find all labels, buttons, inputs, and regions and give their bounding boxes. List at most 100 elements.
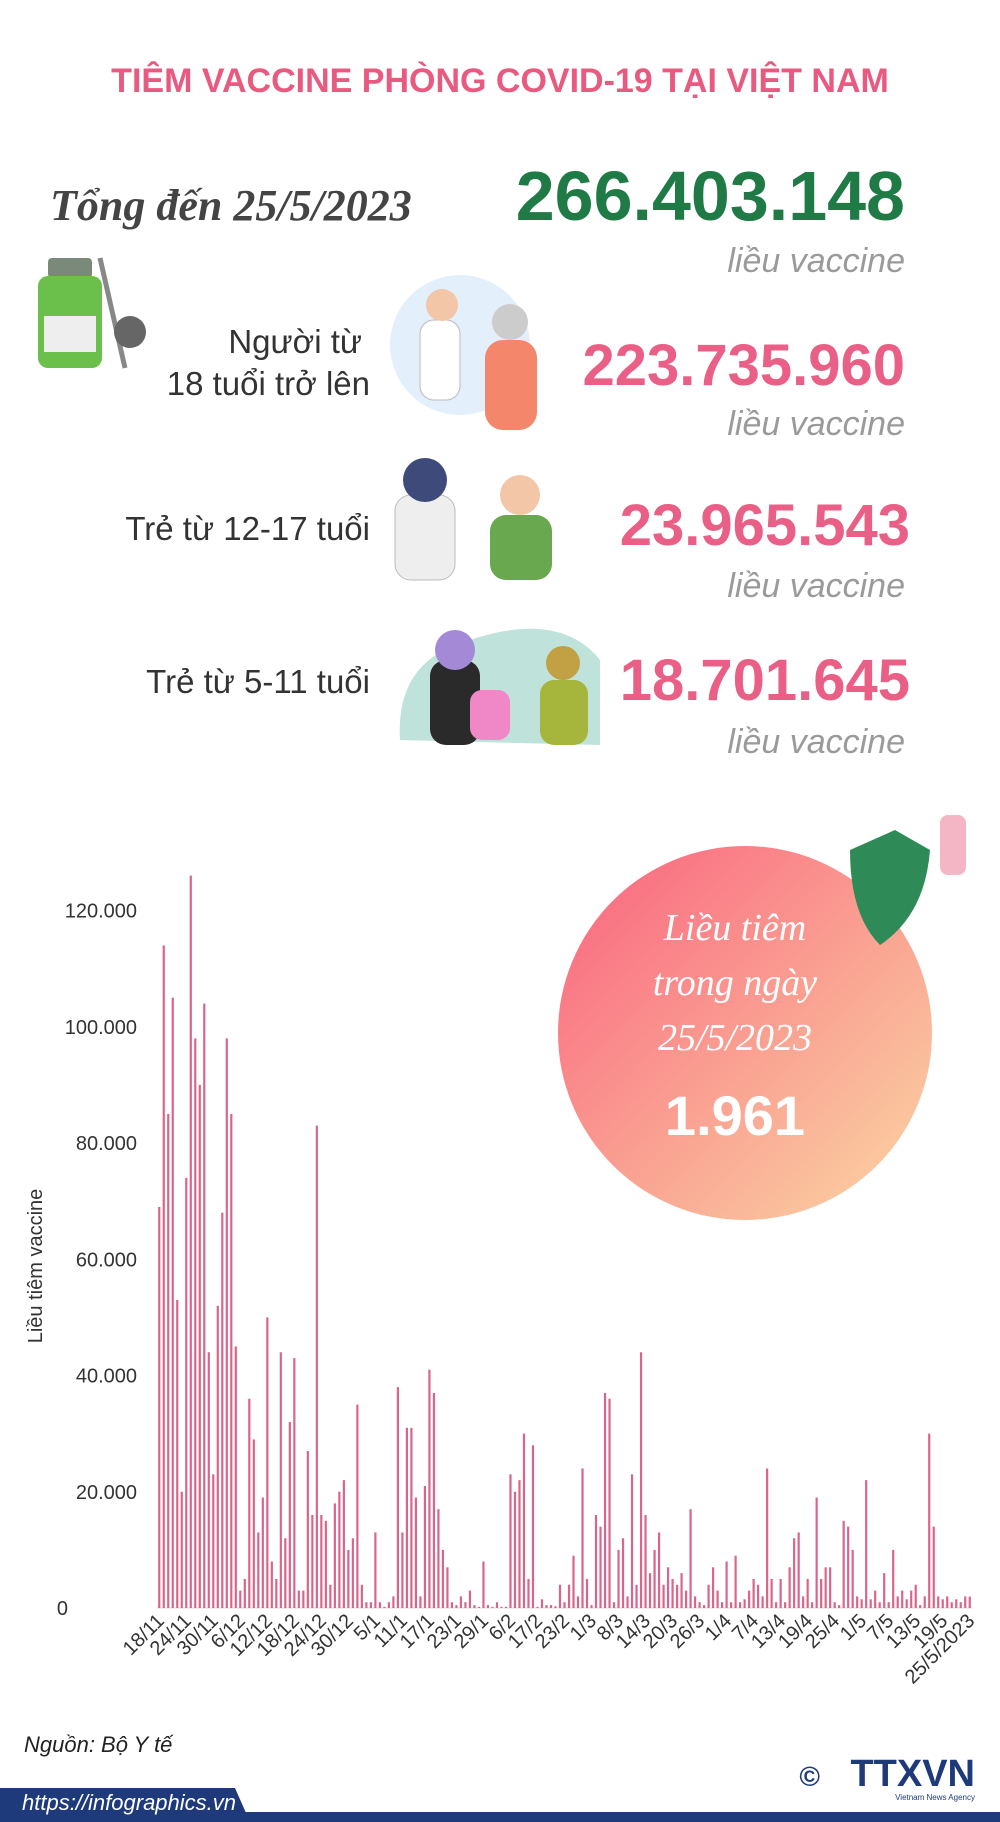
bar bbox=[923, 1596, 926, 1608]
copyright: © bbox=[799, 1761, 820, 1792]
bar bbox=[639, 1352, 643, 1608]
bar bbox=[838, 1605, 841, 1608]
bar bbox=[585, 1578, 589, 1608]
bar bbox=[892, 1549, 895, 1608]
bar bbox=[437, 1509, 440, 1608]
bar bbox=[851, 1549, 854, 1608]
bar bbox=[500, 1606, 503, 1608]
bar bbox=[594, 1515, 598, 1608]
bar bbox=[581, 1468, 584, 1608]
bar bbox=[612, 1602, 616, 1608]
bar bbox=[248, 1398, 251, 1608]
bar bbox=[720, 1602, 724, 1608]
y-tick-label: 120.000 bbox=[65, 901, 137, 923]
bar bbox=[455, 1605, 458, 1608]
bar bbox=[351, 1538, 354, 1608]
bar bbox=[221, 1212, 224, 1608]
bar bbox=[302, 1590, 305, 1608]
bar bbox=[464, 1602, 467, 1608]
bar bbox=[955, 1599, 958, 1608]
badge-circle bbox=[558, 846, 932, 1220]
bar bbox=[329, 1584, 332, 1608]
bar bbox=[495, 1602, 499, 1608]
bar bbox=[599, 1526, 602, 1608]
bar bbox=[491, 1606, 494, 1608]
bar bbox=[432, 1392, 436, 1608]
bar bbox=[874, 1590, 877, 1608]
group-unit: liều vaccine bbox=[727, 723, 905, 761]
bar bbox=[725, 1561, 728, 1608]
bar bbox=[230, 1113, 233, 1608]
group-label: Người từ bbox=[228, 323, 362, 360]
bar bbox=[648, 1573, 652, 1608]
bar bbox=[847, 1526, 850, 1608]
bar bbox=[261, 1497, 264, 1608]
bar bbox=[482, 1561, 485, 1608]
bar bbox=[279, 1352, 282, 1608]
bar bbox=[189, 875, 192, 1608]
bar bbox=[572, 1555, 575, 1608]
bar bbox=[689, 1509, 692, 1608]
bar bbox=[545, 1605, 548, 1608]
bar bbox=[946, 1596, 949, 1608]
bar bbox=[365, 1602, 368, 1608]
bar bbox=[779, 1578, 782, 1608]
bar bbox=[450, 1602, 454, 1608]
bar bbox=[968, 1596, 971, 1608]
bar bbox=[680, 1573, 683, 1608]
bar bbox=[522, 1433, 526, 1608]
bar bbox=[748, 1590, 751, 1608]
bar bbox=[239, 1590, 242, 1608]
bar bbox=[644, 1515, 647, 1608]
bar bbox=[414, 1497, 418, 1608]
bar bbox=[360, 1584, 363, 1608]
bar bbox=[950, 1602, 953, 1608]
bar bbox=[869, 1599, 872, 1608]
group-unit: liều vaccine bbox=[727, 567, 905, 605]
bar bbox=[928, 1433, 931, 1608]
bar bbox=[910, 1590, 913, 1608]
bar bbox=[707, 1584, 710, 1608]
bar bbox=[383, 1606, 386, 1608]
bar bbox=[306, 1451, 309, 1608]
bar bbox=[932, 1526, 935, 1608]
bar bbox=[540, 1599, 544, 1608]
bar bbox=[887, 1602, 890, 1608]
source: Nguồn: Bộ Y tế bbox=[24, 1732, 174, 1757]
bar bbox=[234, 1346, 237, 1608]
bar bbox=[473, 1605, 476, 1608]
bottom-band bbox=[0, 1812, 1000, 1822]
bar bbox=[941, 1599, 944, 1608]
bar bbox=[549, 1605, 553, 1608]
vial-icon bbox=[38, 257, 146, 369]
bar bbox=[347, 1549, 350, 1608]
bar bbox=[860, 1599, 863, 1608]
bar bbox=[905, 1599, 908, 1608]
bar bbox=[734, 1555, 737, 1608]
bar bbox=[554, 1606, 557, 1608]
bar bbox=[896, 1596, 899, 1608]
bar bbox=[914, 1584, 917, 1608]
y-tick-label: 20.000 bbox=[76, 1482, 137, 1504]
bar bbox=[662, 1584, 665, 1608]
bar bbox=[275, 1578, 278, 1608]
group-label: Trẻ từ 12-17 tuổi bbox=[125, 510, 370, 547]
bar bbox=[761, 1596, 764, 1608]
bar bbox=[266, 1317, 269, 1608]
bar bbox=[338, 1491, 341, 1608]
url[interactable]: https://infographics.vn bbox=[22, 1790, 236, 1815]
badge-value: 1.961 bbox=[665, 1084, 805, 1147]
bar bbox=[811, 1602, 814, 1608]
bar bbox=[284, 1538, 287, 1608]
bar bbox=[883, 1573, 886, 1608]
bar bbox=[311, 1515, 314, 1608]
bar bbox=[788, 1567, 791, 1608]
group-label: Trẻ từ 5-11 tuổi bbox=[146, 663, 370, 700]
bar bbox=[842, 1520, 845, 1608]
bar bbox=[518, 1480, 521, 1608]
bar bbox=[225, 1038, 228, 1608]
badge-text: trong ngày bbox=[653, 962, 817, 1004]
bar bbox=[410, 1427, 413, 1608]
y-tick-label: 0 bbox=[57, 1598, 68, 1620]
bar bbox=[504, 1606, 508, 1608]
